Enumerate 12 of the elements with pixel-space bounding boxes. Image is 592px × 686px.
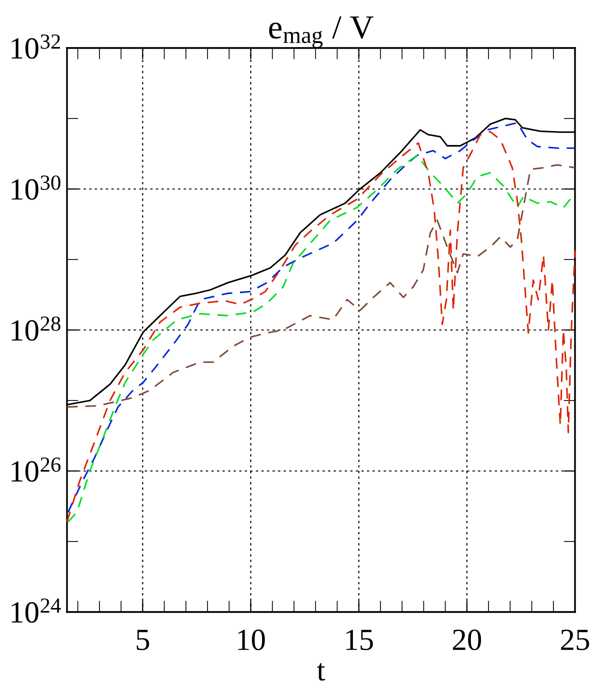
y-tick-label: 10$^{28}$ [12,316,60,341]
y-tick-label: 10$^{30}$ [12,175,60,200]
y-tick-label: 10$^{26}$ [12,457,61,482]
x-axis-title: t [317,663,326,681]
y-tick-label: 10$^{32}$ [12,34,60,59]
x-tick-label: 25 [561,630,590,650]
chart-title: e$_{mag}$ / V [269,16,374,48]
x-tick-label: 20 [452,630,482,650]
x-tick-label: 5 [136,630,150,650]
y-tick-label: 10$^{24}$ [12,598,61,623]
x-tick-label: 15 [346,630,373,650]
x-tick-label: 10 [238,630,265,650]
